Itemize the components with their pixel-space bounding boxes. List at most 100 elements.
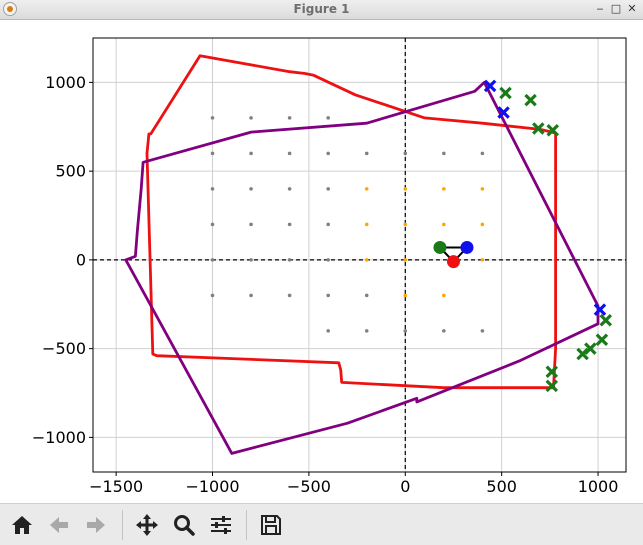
floppy-disk-icon (261, 515, 281, 535)
navigation-toolbar (0, 503, 643, 545)
x-marker (545, 365, 559, 378)
sliders-icon (211, 516, 231, 534)
x-tick-label: 0 (400, 477, 410, 496)
gray-grid-dot (403, 151, 408, 156)
x-marker (576, 347, 589, 361)
orange-grid-dot (480, 222, 485, 227)
gray-grid-dot (480, 151, 485, 156)
minimize-icon[interactable]: ‒ (596, 2, 604, 15)
axis-ticks: −1500 −1000 −500 0 500 1000 −1000 −500 0 500 1000 (32, 73, 619, 496)
x-marker (599, 313, 613, 327)
gray-grid-dot (210, 116, 215, 120)
x-marker (584, 342, 597, 355)
x-marker (595, 333, 609, 347)
zoom-button[interactable] (171, 512, 197, 538)
orange-grid-dot (442, 187, 446, 191)
orange-grid-dot (480, 258, 485, 262)
home-button[interactable] (9, 512, 35, 538)
x-marker (497, 106, 510, 119)
gray-grid-dot (249, 151, 253, 156)
gray-grid-dot (249, 293, 253, 298)
pose-triangle (437, 246, 470, 264)
gray-grid-dot (287, 293, 292, 298)
gray-grid-dot (326, 116, 330, 120)
window-title: Figure 1 (293, 2, 350, 16)
gray-grid-dot (249, 116, 253, 120)
x-marker (483, 79, 497, 93)
home-icon (12, 516, 32, 534)
forward-button[interactable] (83, 512, 109, 538)
gray-grid-dot (364, 329, 369, 333)
circle-marker (433, 240, 447, 254)
x-marker (546, 124, 560, 137)
grid-dots (210, 116, 485, 333)
orange-grid-dot (442, 293, 446, 298)
title-bar: Figure 1 ‒ □ ✕ (0, 0, 643, 20)
circle-marker (446, 255, 460, 269)
gray-grid-dot (249, 222, 253, 227)
orange-grid-dot (403, 222, 408, 227)
toolbar-separator (122, 510, 123, 540)
orange-grid-dot (442, 222, 446, 227)
configure-subplots-button[interactable] (208, 512, 234, 538)
gray-grid-dot (326, 222, 330, 227)
back-button[interactable] (46, 512, 72, 538)
close-icon[interactable]: ✕ (627, 2, 637, 15)
gray-grid-dot (210, 151, 215, 156)
x-marker (499, 86, 512, 100)
pan-button[interactable] (134, 512, 160, 538)
y-tick-label: 500 (55, 162, 86, 181)
y-tick-label: 0 (76, 250, 86, 269)
move-icon (136, 514, 158, 536)
gray-grid-dot (403, 329, 408, 333)
x-tick-label: −1000 (185, 477, 239, 496)
magnifier-icon (174, 515, 195, 536)
orange-grid-dot (364, 258, 369, 262)
gray-grid-dot (249, 187, 253, 191)
maximize-icon[interactable]: □ (610, 2, 622, 15)
x-marker (545, 379, 559, 393)
orange-grid-dot (364, 222, 369, 227)
orange-grid-dot (480, 187, 485, 191)
purple-trajectory-line (124, 81, 600, 455)
gray-grid-dot (287, 116, 292, 120)
gray-grid-dot (442, 151, 446, 156)
save-button[interactable] (258, 512, 284, 538)
plot-svg[interactable]: −1500 −1000 −500 0 500 1000 −1000 −500 0 500 1000 (0, 20, 643, 503)
circle-marker (460, 240, 474, 254)
figure-canvas[interactable]: −1500 −1000 −500 0 500 1000 −1000 −500 0 500 1000 (0, 20, 643, 503)
x-tick-label: 1000 (578, 477, 619, 496)
gray-grid-dot (326, 187, 330, 191)
y-tick-label: 1000 (45, 73, 86, 92)
gray-grid-dot (364, 293, 369, 298)
x-tick-label: 500 (486, 477, 517, 496)
app-icon (3, 2, 17, 16)
gray-grid-dot (326, 151, 330, 156)
orange-grid-dot (364, 187, 369, 191)
arrow-right-icon (87, 517, 105, 533)
y-tick-label: −1000 (32, 428, 86, 447)
x-tick-label: −500 (287, 477, 331, 496)
gray-grid-dot (287, 151, 292, 156)
gray-grid-dot (210, 258, 215, 262)
axes-frame (92, 37, 627, 473)
gray-grid-dot (210, 222, 215, 227)
arrow-left-icon (50, 517, 68, 533)
gray-grid-dot (326, 258, 330, 262)
gray-grid-dot (210, 187, 215, 191)
x-tick-label: −1500 (89, 477, 143, 496)
gray-grid-dot (210, 293, 215, 298)
gray-grid-dot (287, 222, 292, 227)
gray-grid-dot (287, 187, 292, 191)
y-tick-label: −500 (42, 339, 86, 358)
x-marker (524, 93, 537, 107)
x-marker (593, 303, 607, 316)
gray-grid-dot (480, 329, 485, 333)
orange-grid-dot (403, 258, 408, 262)
x-marker (532, 122, 545, 135)
gray-grid-dot (326, 293, 330, 298)
gray-grid-dot (249, 258, 253, 262)
toolbar-separator (246, 510, 247, 540)
gray-grid-dot (326, 329, 330, 333)
orange-grid-dot (403, 293, 408, 298)
